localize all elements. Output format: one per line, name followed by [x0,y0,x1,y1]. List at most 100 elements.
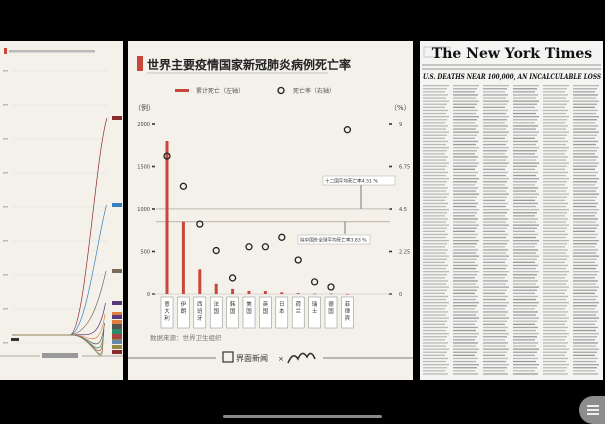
newspaper-text-line [543,339,565,341]
newspaper-text-line [423,209,449,211]
newspaper-text-line [483,292,505,294]
newspaper-text-line [423,221,446,223]
newspaper-text-line [453,311,478,313]
category-label: 日本 [279,301,285,315]
newspaper-text-line [573,323,595,325]
newspaper-text-line [483,181,507,183]
category-box [259,296,272,329]
newspaper-text-line [483,94,508,96]
newspaper-text-line [453,336,477,338]
newspaper-text-line [573,292,595,294]
newspaper-text-line [423,280,448,282]
newspaper-text-line [513,97,536,99]
newspaper-text-line [423,342,448,344]
newspaper-text-line [423,143,446,146]
death-bar [263,291,267,294]
newspaper-text-line [513,218,538,220]
newspaper-text-line [483,178,509,180]
newspaper-text-line [513,215,535,217]
newspaper-text-line [513,357,538,360]
legend-circle-swatch [277,86,285,95]
newspaper-text-line [573,308,595,310]
newspaper-text-line [423,109,448,112]
newspaper-text-line [573,370,595,372]
newspaper-text-line [483,351,507,353]
death-rate-point [278,233,286,241]
newspaper-text-line [423,224,449,226]
newspaper-text-line [513,140,538,143]
newspaper-text-line [423,286,449,288]
newspaper-text-line [513,227,537,229]
death-bar [181,221,185,294]
death-bar [247,290,251,294]
country-end-label [112,269,122,273]
newspaper-text-line [453,367,477,369]
newspaper-text-line [423,317,449,319]
left-tick [152,123,155,125]
newspaper-text-line [423,354,445,356]
newspaper-text-line [453,140,478,143]
newspaper-text-line [423,277,445,279]
newspaper-text-line [453,119,477,121]
newspaper-text-line [423,271,449,273]
newspaper-text-line [483,280,508,282]
newspaper-text-line [423,97,446,99]
newspaper-text-line [453,314,476,316]
newspaper-text-line [513,348,539,350]
newspaper-text-line [453,339,475,341]
newspaper-text-line [543,311,568,313]
newspaper-text-line [543,323,565,325]
newspaper-text-line [483,97,506,99]
newspaper-text-line [573,190,596,192]
newspaper-text-line [423,147,449,149]
newspaper-text-line [573,243,597,245]
newspaper-text-line [453,373,478,375]
newspaper-text-line [543,233,568,236]
left-tick-label: 1500 [137,165,150,171]
newspaper-text-line [423,85,449,87]
category-box [324,296,338,329]
newspaper-text-line [423,178,449,180]
newspaper-text-line [453,243,477,245]
newspaper-text-line [573,162,599,164]
newspaper-text-line [543,370,565,372]
newspaper-text-line [513,106,535,108]
category-box [308,296,321,329]
newspaper-text-line [483,354,505,356]
newspaper-text-line [513,274,537,276]
category-box [291,296,305,329]
newspaper-text-line [453,283,476,285]
category-label: 菲律宾 [345,300,351,322]
newspaper-text-line [513,153,535,155]
right-tick [389,123,392,125]
newspaper-text-line [453,171,478,174]
newspaper-text-line [453,227,477,229]
newspaper-text-line [573,106,595,108]
newspaper-text-line [513,333,539,335]
category-label: 法国 [213,300,219,315]
newspaper-text-line [453,221,476,223]
newspaper-text-line [543,360,566,363]
newspaper-text-line [543,196,567,198]
newspaper-text-line [423,94,448,96]
newspaper-text-line [423,190,446,192]
newspaper-text-line [423,187,448,189]
newspaper-text-line [543,308,565,310]
newspaper-text-line [573,289,597,291]
newspaper-text-line [423,243,447,245]
newspaper-text-line [513,364,539,366]
newspaper-text-line [483,140,508,143]
newspaper-text-line [543,283,566,285]
newspaper-text-line [483,205,506,208]
menu-button[interactable] [579,396,605,424]
newspaper-text-line [513,109,538,112]
y-tick-label [3,308,8,310]
newspaper-text-line [423,367,447,369]
newspaper-text-line [573,165,597,167]
newspaper-text-line [423,302,449,304]
newspaper-text-line [573,143,596,146]
footer-logos [42,353,78,358]
home-indicator[interactable] [223,415,382,418]
newspaper-text-line [453,143,476,146]
newspaper-text-line [543,274,567,276]
